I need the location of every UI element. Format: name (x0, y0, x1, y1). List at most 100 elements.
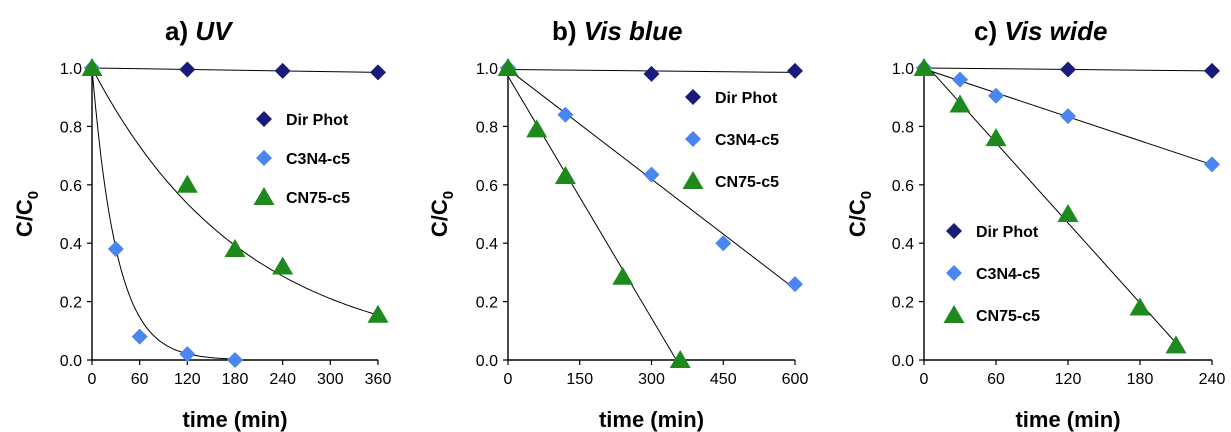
chart-title-text: Vis blue (584, 16, 683, 46)
data-point-c3n4-c5 (787, 276, 803, 293)
legend-entry: C3N4-c5 (715, 132, 779, 149)
x-tick-label: 360 (365, 371, 392, 388)
data-point-dir-phot (787, 62, 803, 79)
data-point-c3n4-c5 (988, 87, 1004, 104)
data-point-dir-phot (1060, 61, 1076, 78)
x-tick-label: 0 (504, 371, 513, 388)
data-point-cn75-c5 (1129, 297, 1151, 316)
data-point-cn75-c5 (612, 266, 634, 285)
data-point-cn75-c5 (81, 58, 103, 76)
data-point-c3n4-c5 (557, 106, 574, 123)
chart-title-text: UV (195, 16, 234, 46)
data-point-dir-phot (1204, 62, 1220, 79)
y-axis-label: C/C0 (12, 191, 42, 237)
x-tick-label: 60 (987, 371, 1005, 388)
fit-line-cn75-c5 (507, 76, 681, 367)
y-axis-label: C/C0 (427, 191, 457, 237)
data-point-cn75-c5 (176, 174, 198, 193)
y-tick-label: 0.0 (60, 353, 82, 370)
legend-marker (946, 223, 962, 239)
legend-marker (256, 150, 272, 166)
fit-line-c3n4-c5 (91, 67, 236, 360)
legend-marker (253, 187, 275, 205)
y-tick-label: 0.6 (476, 178, 498, 195)
chart-panel-3: c) Vis wide 0.0 0.2 0.4 0.6 0.8 1.0 0 60 120 180 24… (845, 16, 1225, 432)
y-tick-label: 0.2 (892, 295, 914, 312)
chart-title: b) Vis blue (552, 16, 683, 46)
legend-entry: CN75-c5 (976, 308, 1040, 325)
legend-marker (685, 131, 701, 147)
chart-title-text: Vis wide (1004, 16, 1107, 46)
y-tick-label: 0.8 (892, 119, 914, 136)
data-point-cn75-c5 (554, 166, 576, 185)
x-tick-label: 450 (710, 371, 737, 388)
chart-title-letter: b) (552, 16, 584, 46)
data-point-c3n4-c5 (715, 235, 732, 252)
y-axis-label-subscript: 0 (440, 191, 457, 199)
legend-entry: Dir Phot (286, 112, 349, 129)
data-point-cn75-c5 (1057, 204, 1079, 222)
data-point-cn75-c5 (497, 58, 519, 76)
y-axis-label-subscript: 0 (25, 191, 42, 199)
y-tick-label: 0.2 (476, 295, 498, 312)
data-point-c3n4-c5 (1060, 108, 1076, 125)
legend-marker (256, 111, 272, 127)
legend-marker (946, 265, 962, 281)
x-tick-label: 180 (1127, 371, 1154, 388)
x-tick-label: 300 (638, 371, 665, 388)
x-tick-label: 60 (131, 371, 149, 388)
legend-marker (682, 171, 704, 189)
y-axis-label: C/C0 (845, 191, 875, 237)
x-tick-label: 120 (174, 371, 201, 388)
data-point-c3n4-c5 (107, 241, 124, 258)
y-tick-label: 1.0 (476, 61, 498, 78)
y-axis-label-main: C/C (845, 199, 870, 237)
y-tick-label: 0.0 (892, 353, 914, 370)
data-point-cn75-c5 (949, 94, 971, 113)
y-tick-label: 0.6 (892, 178, 914, 195)
y-tick-label: 0.6 (60, 178, 82, 195)
chart-panel-1: a) UV 0.0 0.2 0.4 0.6 0.8 1.0 0 60 120 180 240 300 36… (12, 16, 391, 432)
chart-title-letter: c) (974, 16, 1004, 46)
x-axis-label: time (min) (599, 407, 704, 432)
x-tick-label: 150 (566, 371, 593, 388)
data-point-cn75-c5 (224, 239, 246, 258)
legend-marker (685, 89, 701, 105)
chart-title: a) UV (165, 16, 234, 46)
data-point-cn75-c5 (526, 119, 548, 138)
data-point-cn75-c5 (669, 350, 691, 368)
legend-entry: CN75-c5 (286, 190, 350, 207)
y-tick-label: 0.0 (476, 353, 498, 370)
x-tick-label: 300 (317, 371, 344, 388)
y-tick-label: 0.8 (476, 119, 498, 136)
data-point-c3n4-c5 (952, 71, 968, 88)
x-tick-label: 0 (88, 371, 97, 388)
data-point-c3n4-c5 (1204, 156, 1220, 173)
legend-marker (943, 305, 965, 323)
y-tick-label: 0.4 (476, 236, 498, 253)
legend-entry: C3N4-c5 (976, 266, 1040, 283)
data-point-cn75-c5 (272, 256, 294, 275)
x-tick-label: 120 (1055, 371, 1082, 388)
chart-title-letter: a) (165, 16, 195, 46)
y-tick-label: 1.0 (60, 61, 82, 78)
chart-title: c) Vis wide (974, 16, 1107, 46)
data-point-c3n4-c5 (227, 352, 243, 368)
y-tick-label: 1.0 (892, 61, 914, 78)
data-point-c3n4-c5 (643, 166, 660, 183)
x-tick-label: 240 (269, 371, 296, 388)
data-point-dir-phot (643, 65, 660, 82)
y-tick-label: 0.4 (892, 236, 914, 253)
chart-panel-2: b) Vis blue 0.0 0.2 0.4 0.6 0.8 1.0 0 150 300 450 6… (427, 16, 808, 432)
y-tick-label: 0.2 (60, 295, 82, 312)
x-axis-label: time (min) (1015, 407, 1120, 432)
y-tick-label: 0.4 (60, 236, 82, 253)
legend-entry: Dir Phot (715, 90, 778, 107)
x-axis-label: time (min) (182, 407, 287, 432)
data-point-dir-phot (179, 61, 196, 78)
x-tick-label: 180 (222, 371, 249, 388)
legend-entry: C3N4-c5 (286, 151, 350, 168)
data-point-cn75-c5 (913, 58, 935, 76)
data-point-cn75-c5 (1165, 335, 1187, 354)
